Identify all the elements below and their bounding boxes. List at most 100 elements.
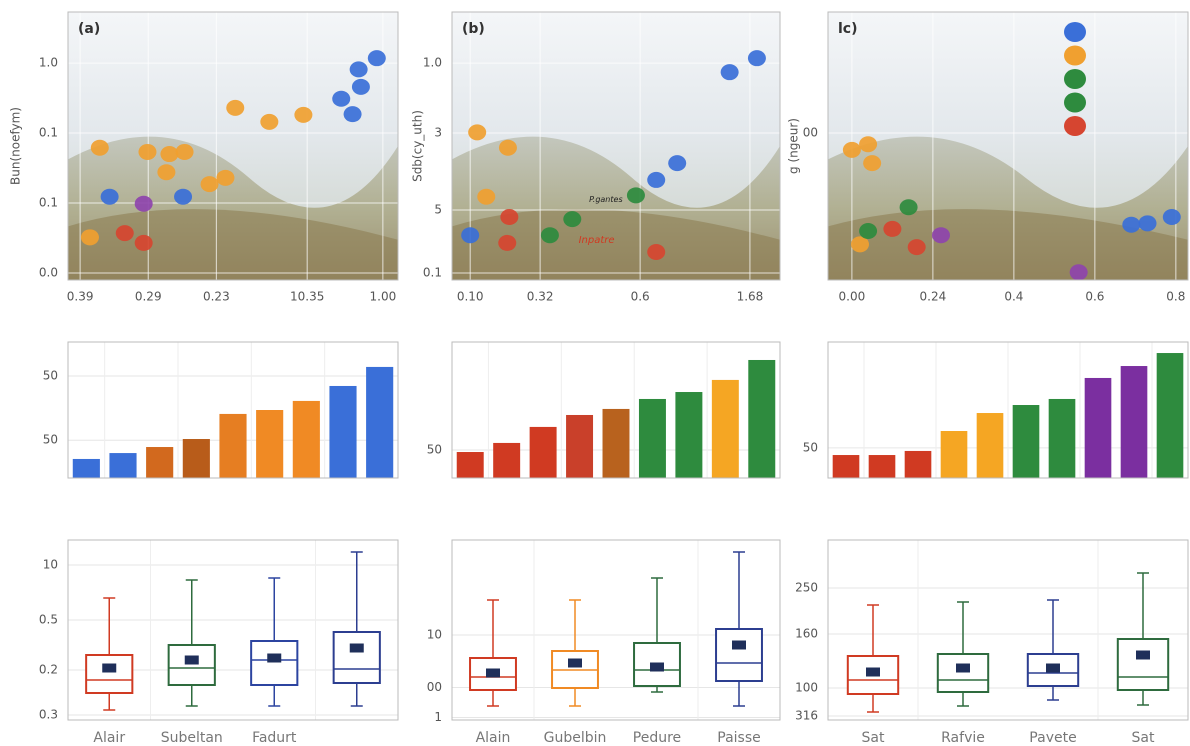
plot-frame [451,539,781,721]
scatter-point [647,171,666,188]
scatter-point [138,143,157,160]
y-tick-label: 1.0 [423,56,442,70]
scatter-point [134,234,153,251]
scatter-point [477,188,496,205]
y-tick-label: 0.1 [39,196,58,210]
legend-marker [1064,22,1086,42]
x-tick-label: 1.00 [370,290,397,304]
scatter-point [498,234,517,251]
scatter-point [747,50,766,67]
x-tick-label: 0.4 [1004,290,1023,304]
box [936,653,990,693]
scatter-point [720,64,739,81]
annotation: Inpatre [579,235,615,246]
bar [219,413,247,478]
scatter-point [842,141,861,158]
mean-marker [1136,650,1150,660]
box [332,631,381,684]
x-tick-label: 0.8 [1166,290,1185,304]
scatter-point [883,220,902,237]
mean-marker [866,667,880,677]
scatter-point [899,199,918,216]
x-tick-label: Gubelbin [544,730,607,742]
y-tick-label: 100 [795,681,818,695]
bar [1120,366,1148,478]
x-tick-label: Rafvie [941,730,985,742]
plot-frame [67,341,399,479]
plot-frame [827,341,1189,479]
scatter-point [500,209,519,226]
bar [602,408,630,478]
bar [832,455,860,478]
mean-marker [102,663,117,673]
y-tick-label: 10 [43,558,58,572]
scatter-point [1138,215,1157,232]
y-axis-label: Sdb(cy_uth) [411,110,425,182]
box [846,655,900,695]
x-tick-label: 0.6 [1085,290,1104,304]
x-tick-label: 0.39 [67,290,94,304]
bar [182,439,210,478]
panel-label: (a) [78,21,100,37]
scatter-point [367,50,386,67]
y-tick-label: 3 [434,126,442,140]
y-tick-label: 5 [434,203,442,217]
scatter-point [349,61,368,78]
scatter-point [160,146,179,163]
plot-frame [67,539,399,721]
x-tick-label: Fadurt [252,730,297,742]
legend-marker [1064,69,1086,89]
scatter-point [351,78,370,95]
y-axis-label: Bun(noefym) [9,107,23,185]
box [167,644,216,686]
bar [638,398,666,478]
scatter-point [540,227,559,244]
y-tick-label: 50 [43,369,58,383]
scatter-point [626,187,645,204]
bar [904,450,932,478]
box [1116,638,1170,691]
mean-marker [956,663,970,673]
x-tick-label: 0.24 [920,290,947,304]
x-tick-label: 0.00 [839,290,866,304]
bar [1156,353,1184,478]
mean-marker [184,655,199,665]
mean-marker [267,653,282,663]
landscape [452,209,780,280]
y-tick-label: 00 [427,680,442,694]
scatter-point [134,195,153,212]
scatter-point [498,139,517,156]
bar [109,453,137,478]
scatter-point [90,139,109,156]
bar [940,431,968,478]
plot-frame [451,11,781,281]
x-tick-label: 0.10 [457,290,484,304]
x-tick-label: Sat [862,730,885,742]
scatter-point [226,99,245,116]
mean-marker [568,658,582,668]
x-tick-label: Alain [476,730,511,742]
bar [1048,398,1076,478]
x-tick-label: 0.23 [203,290,230,304]
bar [675,392,703,478]
mean-marker [1046,663,1060,673]
mean-marker [349,643,364,653]
scatter-point [260,113,279,130]
y-tick-label: 160 [795,627,818,641]
scatter-point [1122,216,1141,233]
scatter-point [294,106,313,123]
bar [566,414,594,478]
plot-frame [827,539,1189,721]
scatter-point [863,155,882,172]
y-tick-label: 50 [803,440,818,454]
legend-marker [1064,45,1086,66]
bar [868,455,896,478]
scatter-point [175,143,194,160]
x-tick-label: Alair [93,730,125,742]
scatter-point [647,244,666,261]
scatter-point [859,223,878,240]
y-tick-label: 0.1 [39,126,58,140]
bar [1012,405,1040,478]
x-tick-label: 1.68 [737,290,764,304]
